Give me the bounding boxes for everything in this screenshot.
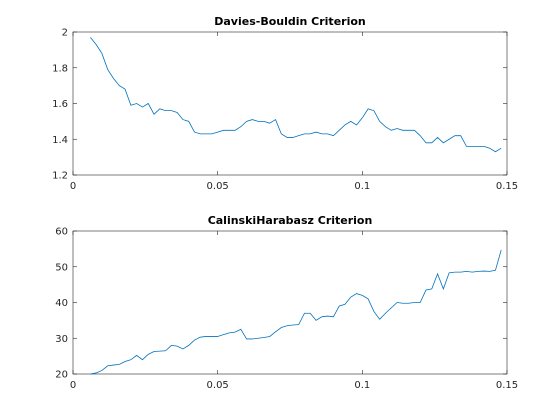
- y-tick-label: 1.4: [52, 135, 68, 146]
- y-tick-label: 60: [55, 227, 68, 238]
- y-tick-label: 40: [55, 298, 68, 309]
- y-tick-label: 1.6: [52, 99, 68, 110]
- data-line: [90, 249, 502, 375]
- y-tick-label: 50: [55, 262, 68, 273]
- x-tick-label: 0.15: [496, 181, 518, 192]
- x-tick-label: 0.1: [354, 181, 370, 192]
- x-tick-label: 0.1: [354, 380, 370, 391]
- axes-box: [72, 230, 508, 375]
- x-tick-label: 0: [70, 181, 76, 192]
- x-tick-label: 0.05: [207, 181, 229, 192]
- axes-box: [72, 31, 508, 176]
- y-tick-label: 2: [62, 28, 68, 39]
- chart-title: Davies-Bouldin Criterion: [214, 15, 366, 28]
- y-tick-label: 1.8: [52, 63, 68, 74]
- chart-title: CalinskiHarabasz Criterion: [208, 214, 373, 227]
- y-tick-label: 20: [55, 370, 68, 381]
- x-tick-label: 0: [70, 380, 76, 391]
- y-tick-label: 30: [55, 334, 68, 345]
- y-tick-label: 1.2: [52, 171, 68, 182]
- x-tick-label: 0.15: [496, 380, 518, 391]
- x-tick-label: 0.05: [207, 380, 229, 391]
- data-line: [90, 37, 502, 153]
